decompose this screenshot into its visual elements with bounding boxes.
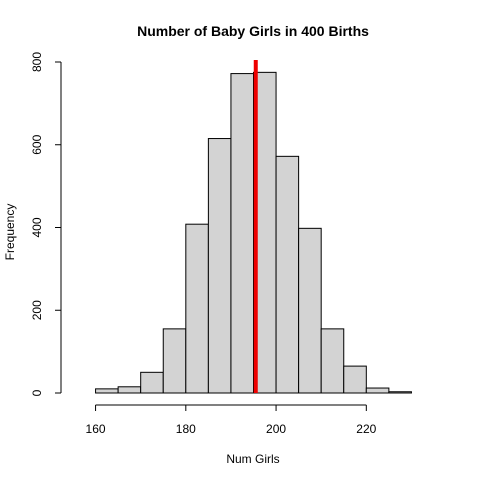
histogram-bar: [388, 391, 412, 394]
histogram-bars: [95, 71, 412, 394]
histogram-bar: [207, 138, 232, 394]
histogram-bar: [185, 223, 209, 394]
histogram-bar: [365, 387, 390, 394]
y-tick-label: 200: [30, 300, 44, 320]
x-tick-label: 220: [356, 422, 376, 436]
x-tick-label: 200: [266, 422, 286, 436]
x-axis-label: Num Girls: [226, 452, 279, 466]
y-tick-label: 0: [30, 389, 44, 396]
histogram-bar: [230, 73, 254, 394]
y-axis: 0 200 400 600 800: [30, 52, 62, 396]
x-tick-label: 160: [86, 422, 106, 436]
histogram-bar: [343, 365, 367, 394]
y-tick-label: 800: [30, 52, 44, 72]
histogram-bar: [298, 227, 322, 394]
histogram-bar: [162, 328, 187, 394]
x-tick-label: 180: [176, 422, 196, 436]
y-tick-label: 600: [30, 134, 44, 154]
y-tick-label: 400: [30, 217, 44, 237]
histogram-bar: [117, 386, 142, 394]
histogram-bar: [140, 371, 164, 394]
y-axis-label: Frequency: [3, 204, 17, 261]
histogram-bar: [320, 328, 345, 394]
histogram-bar: [95, 388, 119, 394]
chart-title: Number of Baby Girls in 400 Births: [137, 23, 369, 39]
x-axis: 160 180 200 220: [86, 404, 377, 436]
histogram-bar: [275, 155, 300, 394]
